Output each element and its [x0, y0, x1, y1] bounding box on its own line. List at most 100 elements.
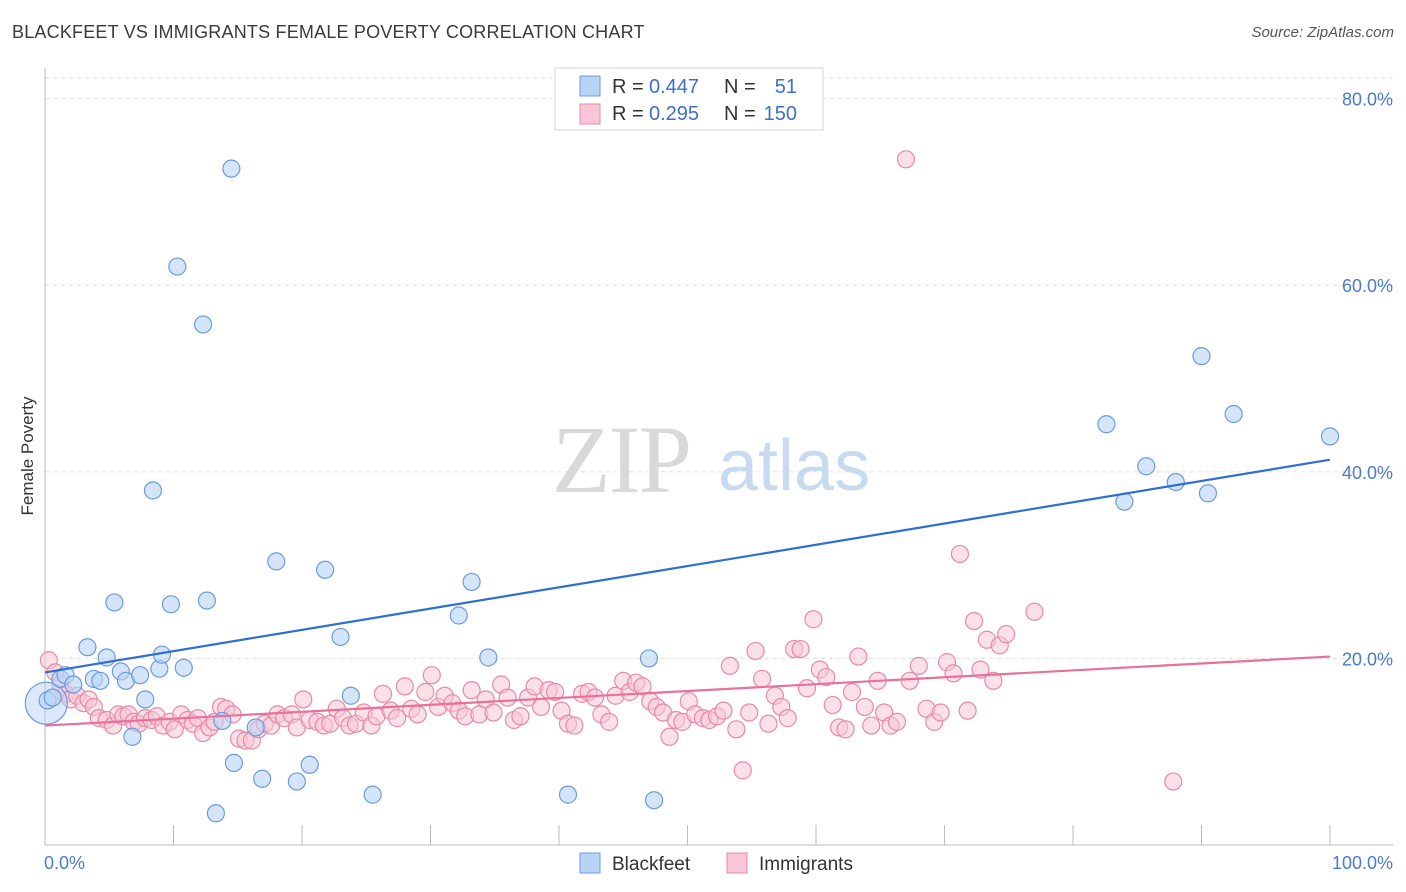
immigrants-point-149: [1025, 602, 1044, 621]
legend-n-label-blackfeet: N =: [724, 76, 756, 98]
immigrants-point-60: [408, 705, 427, 724]
immigrants-point-150: [1164, 772, 1183, 791]
blackfeet-point-15: [143, 481, 163, 500]
immigrants-point-115: [778, 709, 797, 728]
y-axis-title: Female Poverty: [18, 396, 37, 516]
immigrants-trend-line: [44, 655, 1331, 727]
blackfeet-point-29: [267, 552, 286, 571]
blackfeet-point-45: [1166, 472, 1185, 492]
blackfeet-point-28: [253, 769, 272, 788]
blackfeet-point-1: [43, 688, 62, 707]
trend-lines: [44, 458, 1331, 727]
immigrants-point-148: [997, 625, 1016, 644]
immigrants-point-61: [416, 682, 435, 702]
legend-n-label-immigrants: N =: [724, 103, 756, 125]
immigrants-point-88: [600, 712, 619, 731]
blackfeet-point-46: [1192, 347, 1211, 366]
blackfeet-points: [24, 159, 1340, 823]
chart-source: Source: ZipAtlas.com: [1251, 24, 1394, 41]
immigrants-point-144: [971, 660, 990, 679]
blackfeet-point-36: [449, 606, 468, 625]
immigrants-point-135: [909, 656, 928, 675]
blackfeet-point-12: [123, 727, 142, 746]
immigrants-point-125: [842, 682, 862, 702]
blackfeet-point-34: [341, 686, 360, 705]
watermark-atlas: atlas: [718, 426, 870, 506]
immigrants-point-80: [546, 682, 565, 702]
series-legend: Blackfeet Immigrants: [579, 852, 853, 875]
blackfeet-point-49: [1320, 427, 1340, 446]
immigrants-point-111: [752, 669, 772, 689]
immigrants-point-108: [733, 761, 752, 780]
immigrants-point-119: [804, 610, 823, 629]
blackfeet-point-47: [1198, 484, 1218, 503]
x-tick-label-min: 0.0%: [44, 853, 85, 873]
legend-swatch-blackfeet: [579, 75, 601, 97]
blackfeet-point-27: [246, 718, 265, 737]
immigrants-point-128: [862, 716, 881, 735]
immigrants-point-117: [791, 639, 810, 659]
legend-r-label-blackfeet: R =: [612, 76, 644, 98]
y-tick-labels: 20.0% 40.0% 60.0% 80.0%: [1342, 90, 1393, 670]
blackfeet-point-7: [91, 671, 110, 690]
correlation-legend: R = 0.447 N = 51 R = 0.295 N = 150: [554, 67, 824, 131]
watermark-zip: ZIP: [552, 406, 690, 513]
blackfeet-point-13: [130, 666, 150, 685]
legend-r-value-immigrants: 0.295: [649, 103, 699, 125]
blackfeet-point-40: [639, 649, 659, 668]
blackfeet-point-41: [644, 791, 664, 810]
bottom-legend-label-blackfeet: Blackfeet: [612, 854, 691, 875]
legend-swatch-immigrants: [579, 103, 601, 125]
y-tick-label-0: 20.0%: [1342, 649, 1393, 669]
immigrants-point-143: [964, 611, 984, 631]
immigrants-point-133: [896, 150, 916, 169]
immigrants-point-146: [984, 671, 1003, 690]
immigrants-point-110: [746, 641, 765, 661]
legend-r-value-blackfeet: 0.447: [649, 76, 699, 98]
immigrants-point-118: [797, 679, 817, 698]
blackfeet-point-32: [316, 560, 335, 579]
blackfeet-point-26: [224, 753, 243, 773]
immigrants-point-122: [823, 695, 842, 715]
y-tick-label-2: 60.0%: [1342, 276, 1393, 296]
blackfeet-point-4: [64, 675, 83, 694]
legend-r-label-immigrants: R =: [612, 103, 644, 125]
x-tick-label-max: 100.0%: [1332, 853, 1393, 873]
blackfeet-point-5: [78, 638, 97, 657]
legend-n-value-immigrants: 150: [764, 103, 797, 125]
blackfeet-point-9: [105, 593, 124, 612]
blackfeet-point-38: [479, 648, 498, 667]
immigrants-point-132: [887, 712, 907, 731]
blackfeet-point-22: [197, 591, 217, 610]
immigrants-point-83: [565, 716, 584, 735]
bottom-legend-label-immigrants: Immigrants: [759, 854, 853, 875]
blackfeet-point-20: [174, 658, 193, 677]
immigrants-point-105: [714, 701, 733, 720]
blackfeet-point-19: [168, 257, 187, 276]
immigrants-point-71: [484, 703, 503, 722]
immigrants-point-142: [958, 701, 977, 720]
blackfeet-point-37: [462, 572, 481, 592]
immigrants-point-86: [585, 688, 605, 707]
blackfeet-point-42: [1097, 415, 1116, 434]
immigrants-point-126: [849, 647, 868, 666]
immigrants-point-62: [422, 666, 441, 685]
bottom-legend-swatch-blackfeet: [579, 852, 601, 874]
immigrants-point-109: [740, 703, 759, 722]
blackfeet-point-33: [331, 627, 350, 647]
blackfeet-point-35: [363, 785, 382, 804]
immigrants-point-73: [498, 688, 517, 707]
immigrants-point-106: [720, 656, 740, 675]
blackfeet-point-14: [136, 690, 155, 709]
blackfeet-trend-line: [44, 458, 1331, 674]
immigrants-point-121: [817, 667, 836, 687]
immigrants-point-43: [294, 690, 313, 709]
immigrants-point-58: [395, 677, 414, 696]
immigrants-point-97: [660, 727, 679, 746]
legend-n-value-blackfeet: 51: [775, 76, 797, 98]
chart-title: BLACKFEET VS IMMIGRANTS FEMALE POVERTY C…: [12, 22, 645, 42]
blackfeet-point-44: [1137, 457, 1156, 476]
immigrants-point-124: [836, 720, 855, 739]
blackfeet-point-18: [161, 595, 181, 614]
